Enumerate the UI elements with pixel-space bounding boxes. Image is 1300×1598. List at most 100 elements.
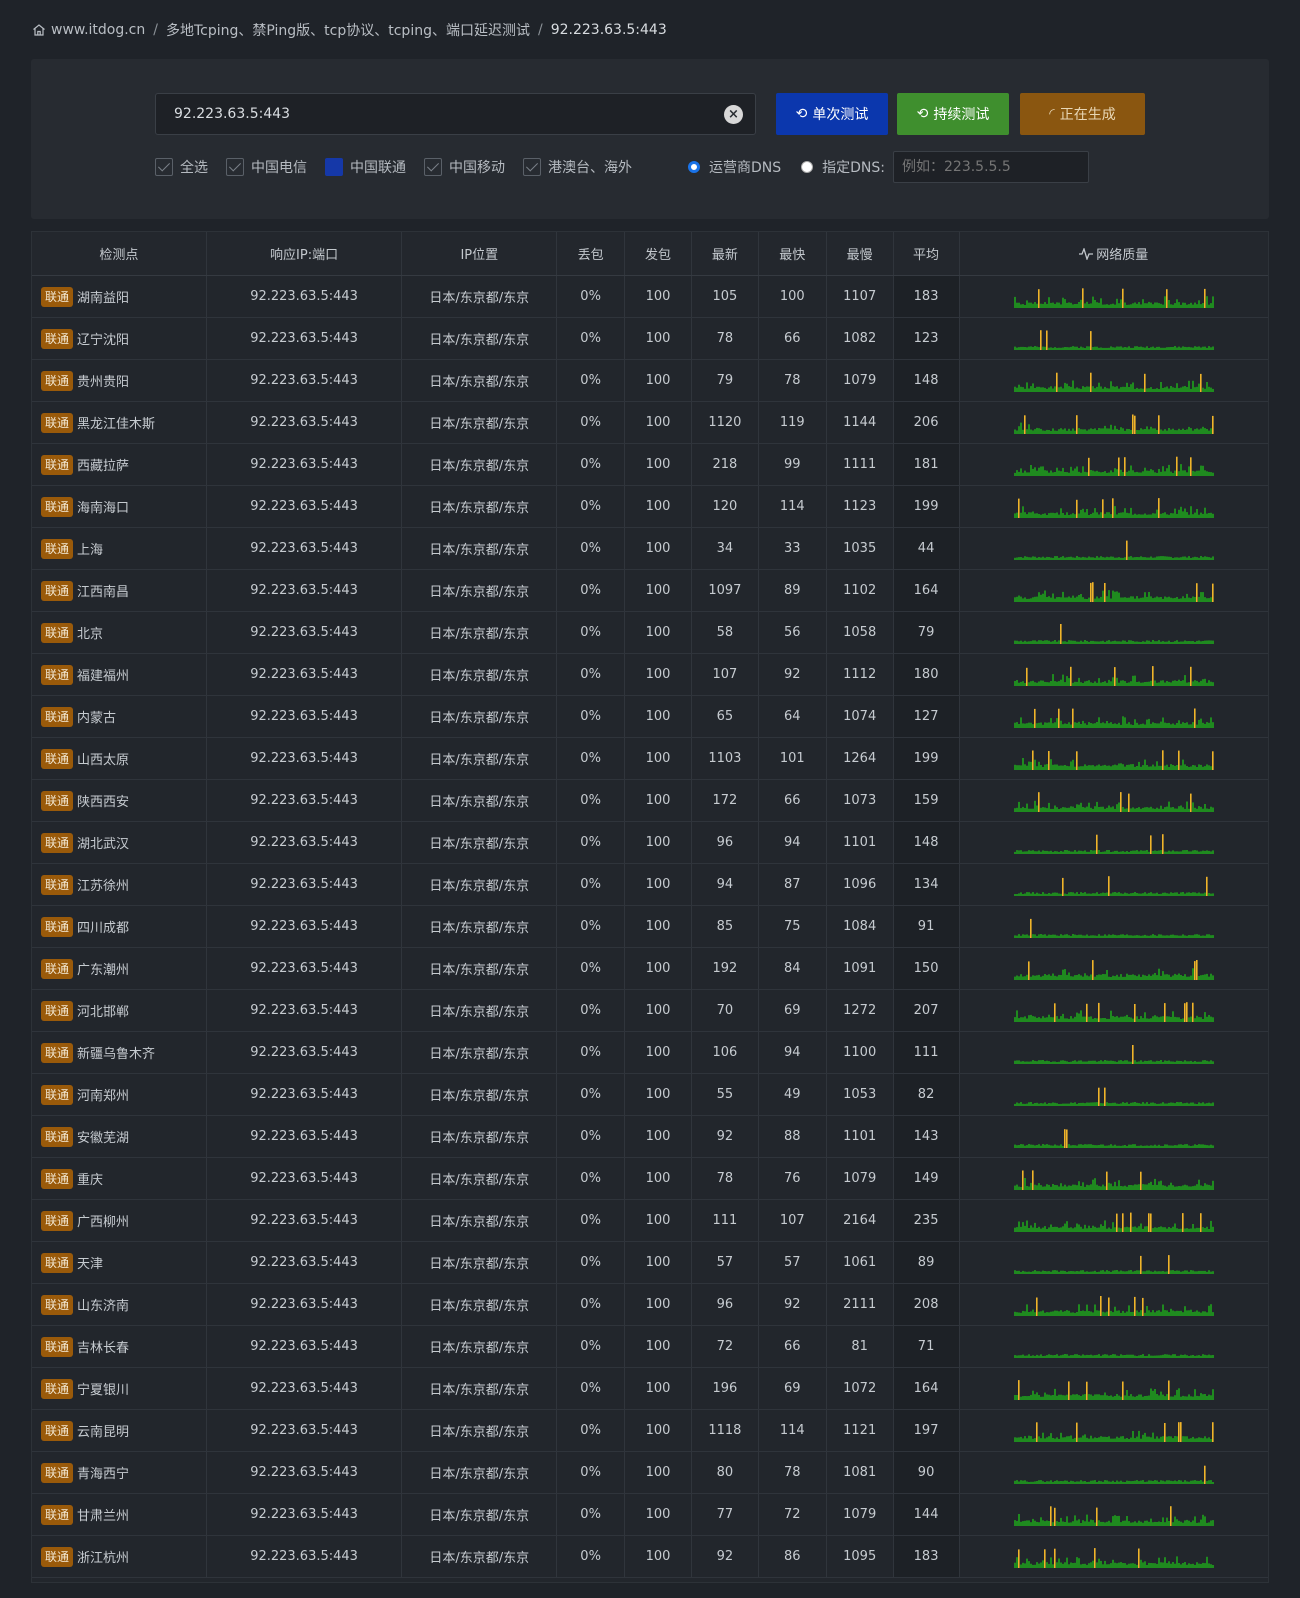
quality-bar — [1039, 1310, 1042, 1316]
breadcrumb-section[interactable]: 多地Tcping、禁Ping版、tcp协议、tcping、端口延迟测试 — [165, 23, 530, 39]
quality-bar — [1063, 514, 1066, 518]
quality-bar — [1045, 1311, 1048, 1316]
quality-bar — [1127, 1144, 1130, 1148]
quality-bar — [1203, 1465, 1206, 1484]
quality-bar — [1205, 640, 1208, 644]
quality-bar — [1041, 934, 1044, 938]
quality-bar — [1075, 1353, 1078, 1358]
quality-bar — [1195, 346, 1198, 350]
col-max[interactable]: 最慢 — [827, 232, 894, 275]
quality-bar — [1195, 1437, 1198, 1442]
quality-bar — [1211, 583, 1214, 602]
quality-bar — [1033, 1520, 1036, 1526]
quality-bar — [1065, 346, 1068, 350]
filter-overseas[interactable]: 港澳台、海外 — [523, 157, 632, 177]
quality-bar — [1089, 893, 1092, 896]
col-quality[interactable]: 网络质量 — [960, 232, 1269, 275]
quality-bar — [1039, 1353, 1042, 1358]
quality-bar — [1159, 1311, 1162, 1316]
col-loss[interactable]: 丢包 — [557, 232, 626, 275]
generating-button[interactable]: ◜ 正在生成 — [1020, 93, 1145, 135]
quality-bar — [1127, 1016, 1130, 1022]
quality-bar — [1115, 974, 1118, 980]
target-input[interactable] — [156, 94, 755, 134]
quality-bar — [1095, 1061, 1098, 1064]
col-last[interactable]: 最新 — [692, 232, 759, 275]
quality-bar — [1179, 764, 1182, 770]
quality-bar — [1109, 1522, 1112, 1526]
quality-bar — [1105, 472, 1108, 476]
quality-bar — [1057, 557, 1060, 560]
quality-bar — [1115, 1185, 1118, 1190]
quality-bar — [1123, 1481, 1126, 1484]
quality-bar — [1083, 722, 1086, 728]
col-avg[interactable]: 平均 — [893, 232, 960, 275]
clear-icon[interactable]: × — [724, 105, 743, 124]
quality-bar — [1107, 589, 1110, 602]
min-cell: 56 — [759, 612, 827, 653]
quality-bar — [1183, 1519, 1186, 1526]
quality-bar — [1101, 892, 1104, 896]
breadcrumb-home[interactable]: www.itdog.cn — [51, 22, 146, 38]
quality-bar — [1159, 680, 1162, 686]
col-ip[interactable]: 响应IP:端口 — [207, 232, 403, 275]
quality-bar — [1159, 721, 1162, 728]
table-row: 联通 四川成都 92.223.63.5:443 日本/东京都/东京 0% 100 85 75 1… — [32, 906, 1268, 948]
quality-bar — [1061, 851, 1064, 854]
quality-bar — [1045, 1561, 1048, 1568]
quality-bar — [1133, 718, 1136, 728]
quality-bar — [1019, 346, 1022, 350]
node-cell: 联通 甘肃兰州 — [32, 1494, 207, 1535]
quality-bar — [1079, 974, 1082, 980]
quality-bar — [1025, 513, 1028, 518]
quality-bar — [1029, 1481, 1032, 1484]
sent-cell: 100 — [625, 1368, 692, 1409]
quality-bar — [1131, 1044, 1134, 1064]
quality-bar — [1103, 304, 1106, 308]
quality-bar — [1033, 681, 1036, 686]
quality-bar — [1099, 1480, 1102, 1484]
quality-bar — [1127, 934, 1130, 938]
quality-bar — [1093, 1354, 1096, 1358]
quality-bar — [1029, 1144, 1032, 1148]
quality-bar — [1029, 597, 1032, 602]
quality-bar — [1037, 386, 1040, 392]
quality-bar — [1117, 1481, 1120, 1484]
single-test-button[interactable]: ⟲ 单次测试 — [776, 93, 888, 135]
quality-bar — [1057, 1103, 1060, 1106]
quality-bar — [1019, 1312, 1022, 1316]
quality-bar — [1123, 507, 1126, 518]
quality-bar — [1021, 757, 1024, 770]
quality-bar — [1035, 1102, 1038, 1106]
quality-bar — [1171, 428, 1174, 434]
quality-bar — [1151, 557, 1154, 560]
continuous-test-button[interactable]: ⟲ 持续测试 — [897, 93, 1009, 135]
quality-bar — [1107, 1435, 1110, 1442]
col-location[interactable]: IP位置 — [402, 232, 558, 275]
quality-bar — [1123, 386, 1126, 392]
filter-all[interactable]: 全选 — [155, 157, 208, 177]
quality-bar — [1015, 1102, 1018, 1106]
col-quality-label: 网络质量 — [1096, 248, 1149, 263]
filter-unicom[interactable]: 中国联通 — [325, 157, 406, 177]
col-node[interactable]: 检测点 — [32, 232, 207, 275]
filter-mobile[interactable]: 中国移动 — [424, 157, 505, 177]
quality-bar — [1111, 1438, 1114, 1442]
ip-cell: 92.223.63.5:443 — [207, 1242, 403, 1283]
col-sent[interactable]: 发包 — [625, 232, 692, 275]
quality-bar — [1193, 1438, 1196, 1442]
filter-telecom[interactable]: 中国电信 — [226, 157, 307, 177]
quality-bar — [1105, 1171, 1108, 1190]
dns-isp-radio[interactable]: 运营商DNS — [688, 157, 781, 177]
node-name: 浙江杭州 — [77, 1551, 130, 1566]
quality-bar — [1049, 758, 1052, 770]
quality-bar — [1051, 557, 1054, 560]
quality-bar — [1165, 386, 1168, 392]
quality-bar — [1125, 1270, 1128, 1274]
dns-custom-radio[interactable]: 指定DNS: — [801, 157, 885, 177]
custom-dns-input[interactable] — [893, 151, 1089, 183]
quality-bar — [1205, 1354, 1208, 1358]
col-min[interactable]: 最快 — [759, 232, 827, 275]
quality-bar — [1089, 1015, 1092, 1022]
quality-bar — [1141, 1479, 1144, 1484]
